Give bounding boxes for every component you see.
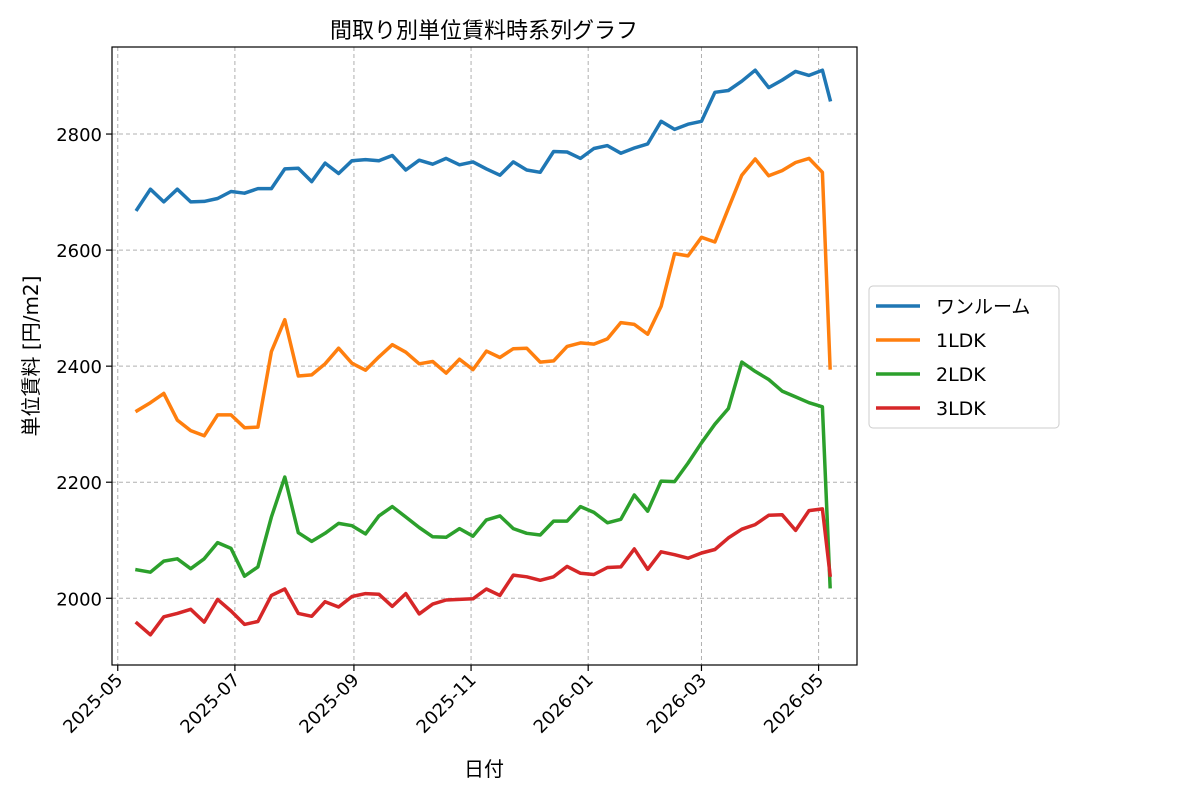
- grid: [112, 47, 857, 665]
- legend-label: 2LDK: [936, 364, 986, 386]
- series-line: [134, 360, 832, 589]
- y-tick-label: 2200: [56, 473, 102, 494]
- y-tick-label: 2600: [56, 241, 102, 262]
- legend-label: 1LDK: [936, 330, 986, 352]
- legend-label: 3LDK: [936, 398, 986, 420]
- series-line: [134, 156, 832, 438]
- series-lines: [134, 68, 833, 637]
- legend: ワンルーム 1LDK 2LDK 3LDK: [868, 285, 1060, 429]
- legend-label: ワンルーム: [936, 296, 1030, 318]
- y-axis-title: 単位賃料 [円/m2]: [19, 276, 43, 437]
- legend-box: [868, 285, 1060, 429]
- series-line: [134, 507, 833, 637]
- chart-title: 間取り別単位賃料時系列グラフ: [330, 19, 638, 44]
- y-tick-label: 2000: [56, 589, 102, 610]
- series-line: [134, 68, 833, 212]
- plot-area-frame: [111, 46, 858, 666]
- y-axis-ticks: 2000 2200 2400 2600 2800: [56, 125, 112, 610]
- y-tick-label: 2800: [56, 125, 102, 146]
- x-axis-title: 日付: [464, 757, 504, 781]
- y-tick-label: 2400: [56, 357, 102, 378]
